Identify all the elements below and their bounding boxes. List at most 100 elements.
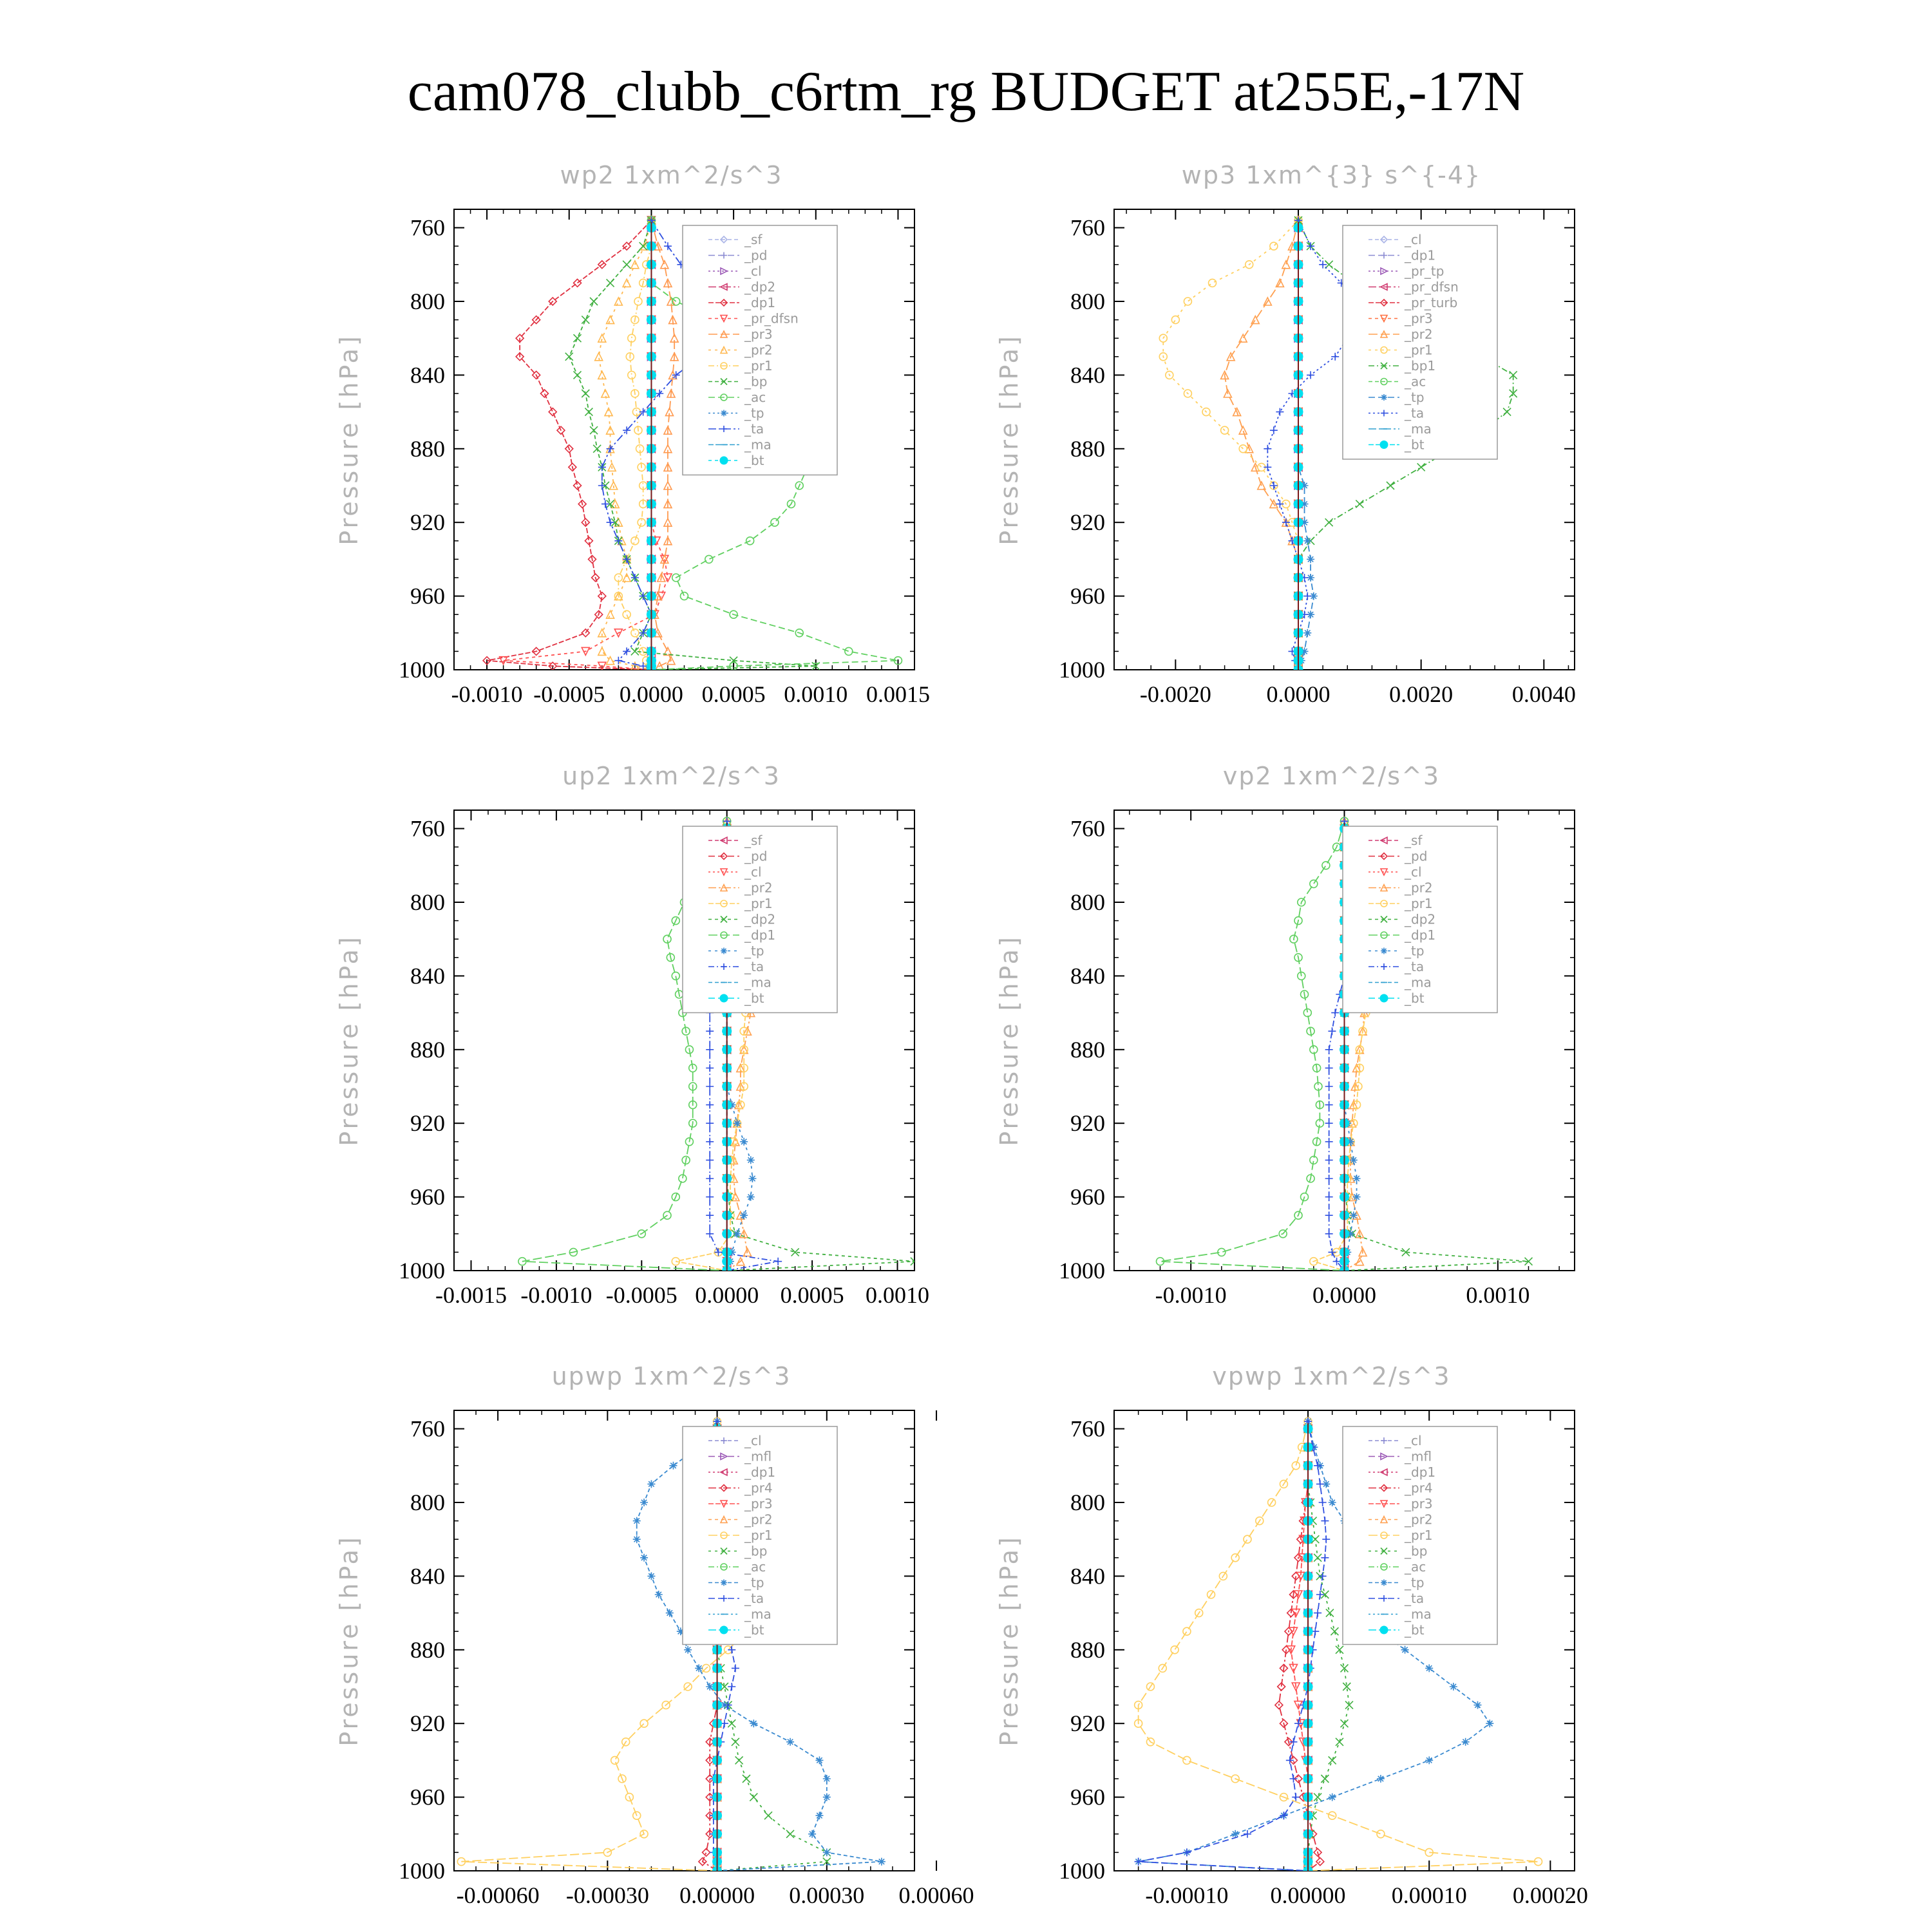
y-tick-label: 800 bbox=[1070, 889, 1105, 915]
legend-label: _sf bbox=[1404, 833, 1423, 848]
legend-label: _ma bbox=[744, 437, 772, 453]
data-point bbox=[605, 609, 615, 620]
data-point bbox=[663, 444, 673, 453]
data-point bbox=[1318, 1499, 1327, 1506]
data-point bbox=[1296, 971, 1306, 981]
legend-item: _pr_tp bbox=[1368, 263, 1444, 279]
data-point bbox=[1291, 1682, 1301, 1692]
data-point bbox=[1311, 1535, 1320, 1544]
legend-marker bbox=[1381, 1437, 1387, 1444]
data-point bbox=[728, 1248, 736, 1256]
y-tick-label: 800 bbox=[410, 889, 445, 915]
data-point bbox=[1294, 1211, 1303, 1220]
legend-label: _ma bbox=[744, 975, 772, 990]
legend-label: _ta bbox=[1404, 1591, 1424, 1606]
y-tick-label: 840 bbox=[410, 362, 445, 388]
legend-item: _sf bbox=[1368, 833, 1423, 848]
legend-marker bbox=[1379, 883, 1388, 892]
data-point bbox=[573, 480, 582, 491]
data-point bbox=[1158, 1663, 1168, 1673]
data-point bbox=[518, 1256, 527, 1266]
legend-item: _dp1 bbox=[1368, 248, 1435, 263]
data-point bbox=[750, 1719, 758, 1728]
legend-label: _bp1 bbox=[1404, 358, 1435, 374]
legend-item: _pr_turb bbox=[1368, 295, 1457, 310]
x-tick-label: 0.0015 bbox=[866, 681, 930, 707]
data-point bbox=[1226, 352, 1236, 361]
legend: _cl_mfl_dp1_pr4_pr3_pr2_pr1_bp_ac_tp_ta_… bbox=[682, 1426, 838, 1645]
x-tick-label: 0.0010 bbox=[1466, 1282, 1530, 1308]
data-point bbox=[743, 1026, 752, 1036]
legend-marker bbox=[1381, 410, 1387, 417]
data-point bbox=[1296, 1571, 1306, 1582]
legend-marker bbox=[720, 362, 728, 370]
data-point bbox=[632, 1811, 641, 1820]
legend-item: _dp1 bbox=[1368, 1464, 1435, 1480]
data-point bbox=[630, 260, 640, 269]
y-tick-label: 760 bbox=[1070, 1416, 1105, 1442]
data-point bbox=[1294, 1719, 1302, 1728]
data-point bbox=[701, 1848, 711, 1857]
data-point bbox=[621, 278, 632, 288]
legend-label: _pr2 bbox=[1404, 1512, 1433, 1528]
data-point bbox=[623, 426, 631, 435]
data-point bbox=[1325, 1609, 1334, 1618]
legend-marker bbox=[719, 1484, 728, 1492]
legend: _sf_pd_cl_pr2_pr1_dp2_dp1_tp_ta_ma_bt bbox=[682, 826, 838, 1014]
legend-item: _pr1 bbox=[1368, 343, 1433, 358]
data-point bbox=[1285, 1756, 1294, 1765]
data-point bbox=[749, 1793, 758, 1802]
data-point bbox=[1289, 934, 1298, 943]
data-point bbox=[1303, 592, 1312, 600]
legend-marker bbox=[1380, 1452, 1388, 1461]
data-point bbox=[639, 1830, 649, 1839]
x-tick-label: 0.00000 bbox=[679, 1882, 755, 1908]
data-point bbox=[893, 656, 903, 665]
data-point bbox=[1486, 1719, 1494, 1728]
legend-label: _tp bbox=[744, 943, 764, 959]
data-point bbox=[745, 536, 755, 545]
data-point bbox=[706, 1156, 714, 1164]
y-tick-label: 800 bbox=[410, 1490, 445, 1515]
data-point bbox=[531, 370, 541, 380]
data-point bbox=[1325, 1083, 1333, 1090]
legend-marker bbox=[1381, 947, 1387, 954]
data-point bbox=[739, 1229, 749, 1238]
legend-marker bbox=[719, 345, 728, 354]
legend-item: _ma bbox=[1368, 1607, 1432, 1622]
data-point bbox=[706, 1064, 714, 1072]
legend-marker bbox=[719, 1500, 728, 1508]
legend-item: _pr2 bbox=[1368, 327, 1433, 342]
data-point bbox=[1300, 482, 1309, 489]
data-point bbox=[1280, 1812, 1288, 1820]
data-point bbox=[621, 1738, 630, 1747]
data-point bbox=[639, 629, 647, 637]
data-point bbox=[736, 1100, 745, 1110]
data-point bbox=[457, 1857, 466, 1866]
plot-frame bbox=[1113, 1410, 1575, 1871]
data-point bbox=[598, 463, 606, 471]
legend-label: _bt bbox=[744, 1622, 764, 1638]
data-point bbox=[1146, 1682, 1155, 1691]
y-tick-label: 920 bbox=[1070, 1710, 1105, 1736]
legend-label: _pr1 bbox=[1404, 1528, 1433, 1543]
data-point bbox=[584, 408, 593, 417]
data-point bbox=[594, 352, 604, 361]
data-point bbox=[706, 1193, 714, 1201]
y-tick-label: 840 bbox=[410, 1563, 445, 1589]
data-point bbox=[581, 316, 590, 325]
series-line bbox=[636, 1421, 882, 1871]
data-point bbox=[663, 1211, 672, 1220]
data-point bbox=[731, 1664, 739, 1672]
data-point bbox=[592, 444, 601, 453]
data-point bbox=[1321, 861, 1331, 870]
data-point bbox=[622, 260, 631, 269]
data-point bbox=[635, 444, 645, 453]
series-ta bbox=[1134, 1417, 1331, 1871]
data-point bbox=[666, 296, 676, 306]
data-point bbox=[1282, 518, 1290, 527]
data-point bbox=[671, 297, 681, 306]
data-point bbox=[665, 1609, 674, 1617]
data-point bbox=[1269, 242, 1278, 251]
x-tick-label: 0.0010 bbox=[866, 1282, 929, 1308]
